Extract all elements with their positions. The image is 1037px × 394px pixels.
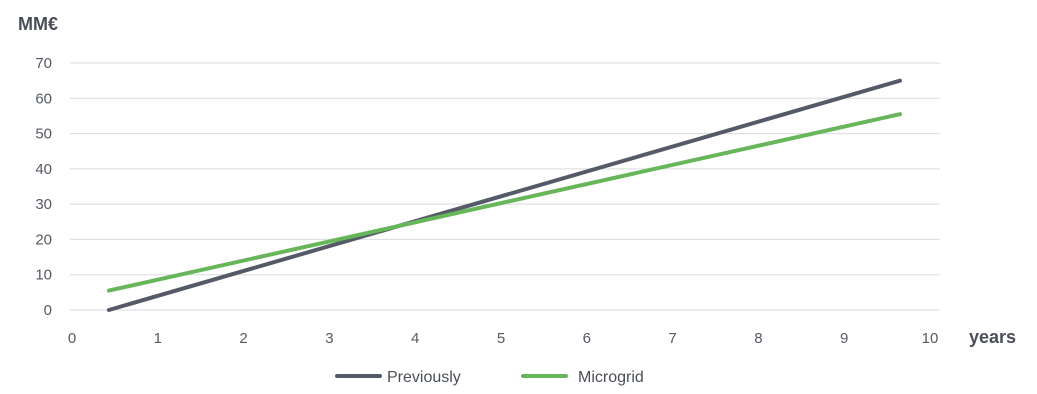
x-tick-label: 8 [754,330,762,347]
x-tick-label: 7 [668,330,676,347]
x-tick-label: 6 [583,330,591,347]
y-tick-label: 20 [35,231,52,248]
y-tick-label: 50 [35,126,52,143]
series-lines [106,78,902,312]
y-tick-label: 60 [35,90,52,107]
legend: Previously Microgrid [335,369,644,386]
x-tick-label: 3 [325,330,333,347]
series-line-microgrid [106,112,902,293]
x-tick-label: 0 [68,330,76,347]
grid-lines [70,62,940,311]
y-axis-title: MM€ [18,14,58,34]
x-tick-label: 1 [154,330,162,347]
x-tick-label: 4 [411,330,419,347]
x-tick-labels: 0 1 2 3 4 5 6 7 8 9 10 [68,330,939,347]
x-tick-label: 5 [497,330,505,347]
y-tick-label: 10 [35,267,52,284]
y-tick-labels: 0 10 20 30 40 50 60 70 [35,55,52,319]
y-tick-label: 30 [35,196,52,213]
series-line-previously [106,78,902,312]
x-tick-label: 10 [922,330,939,347]
y-tick-label: 0 [44,302,52,319]
legend-label-microgrid: Microgrid [578,369,644,386]
legend-label-previously: Previously [387,369,461,386]
y-tick-label: 70 [35,55,52,72]
x-tick-label: 9 [840,330,848,347]
x-axis-title: years [969,327,1016,347]
x-tick-label: 2 [239,330,247,347]
y-tick-label: 40 [35,161,52,178]
